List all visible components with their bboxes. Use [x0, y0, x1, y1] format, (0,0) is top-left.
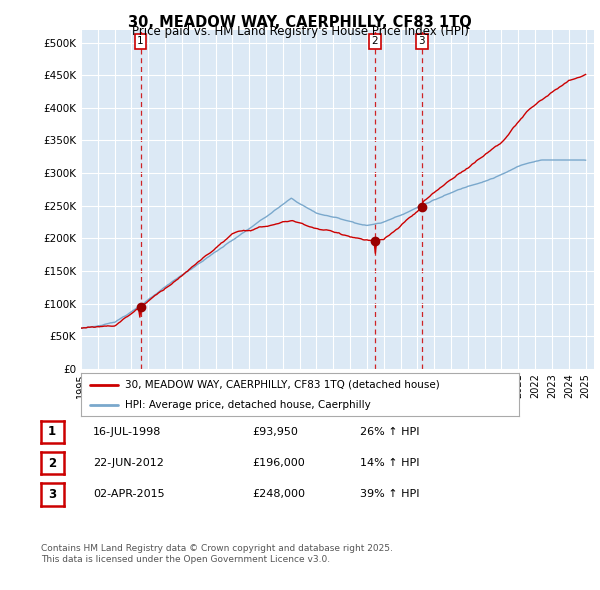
Text: £248,000: £248,000 [252, 490, 305, 499]
Text: 02-APR-2015: 02-APR-2015 [93, 490, 164, 499]
Text: 1: 1 [48, 425, 56, 438]
Text: 26% ↑ HPI: 26% ↑ HPI [360, 427, 419, 437]
Text: HPI: Average price, detached house, Caerphilly: HPI: Average price, detached house, Caer… [125, 401, 371, 410]
Text: 30, MEADOW WAY, CAERPHILLY, CF83 1TQ: 30, MEADOW WAY, CAERPHILLY, CF83 1TQ [128, 15, 472, 30]
Text: 39% ↑ HPI: 39% ↑ HPI [360, 490, 419, 499]
Text: 30, MEADOW WAY, CAERPHILLY, CF83 1TQ (detached house): 30, MEADOW WAY, CAERPHILLY, CF83 1TQ (de… [125, 380, 440, 390]
Text: £196,000: £196,000 [252, 458, 305, 468]
Text: 3: 3 [48, 488, 56, 501]
Text: 16-JUL-1998: 16-JUL-1998 [93, 427, 161, 437]
Text: 1: 1 [137, 37, 144, 47]
Text: This data is licensed under the Open Government Licence v3.0.: This data is licensed under the Open Gov… [41, 555, 330, 564]
Text: 22-JUN-2012: 22-JUN-2012 [93, 458, 164, 468]
Text: 2: 2 [48, 457, 56, 470]
Text: Contains HM Land Registry data © Crown copyright and database right 2025.: Contains HM Land Registry data © Crown c… [41, 545, 392, 553]
Text: 14% ↑ HPI: 14% ↑ HPI [360, 458, 419, 468]
Text: 2: 2 [371, 37, 378, 47]
Text: 3: 3 [418, 37, 425, 47]
Text: £93,950: £93,950 [252, 427, 298, 437]
Text: Price paid vs. HM Land Registry's House Price Index (HPI): Price paid vs. HM Land Registry's House … [131, 25, 469, 38]
